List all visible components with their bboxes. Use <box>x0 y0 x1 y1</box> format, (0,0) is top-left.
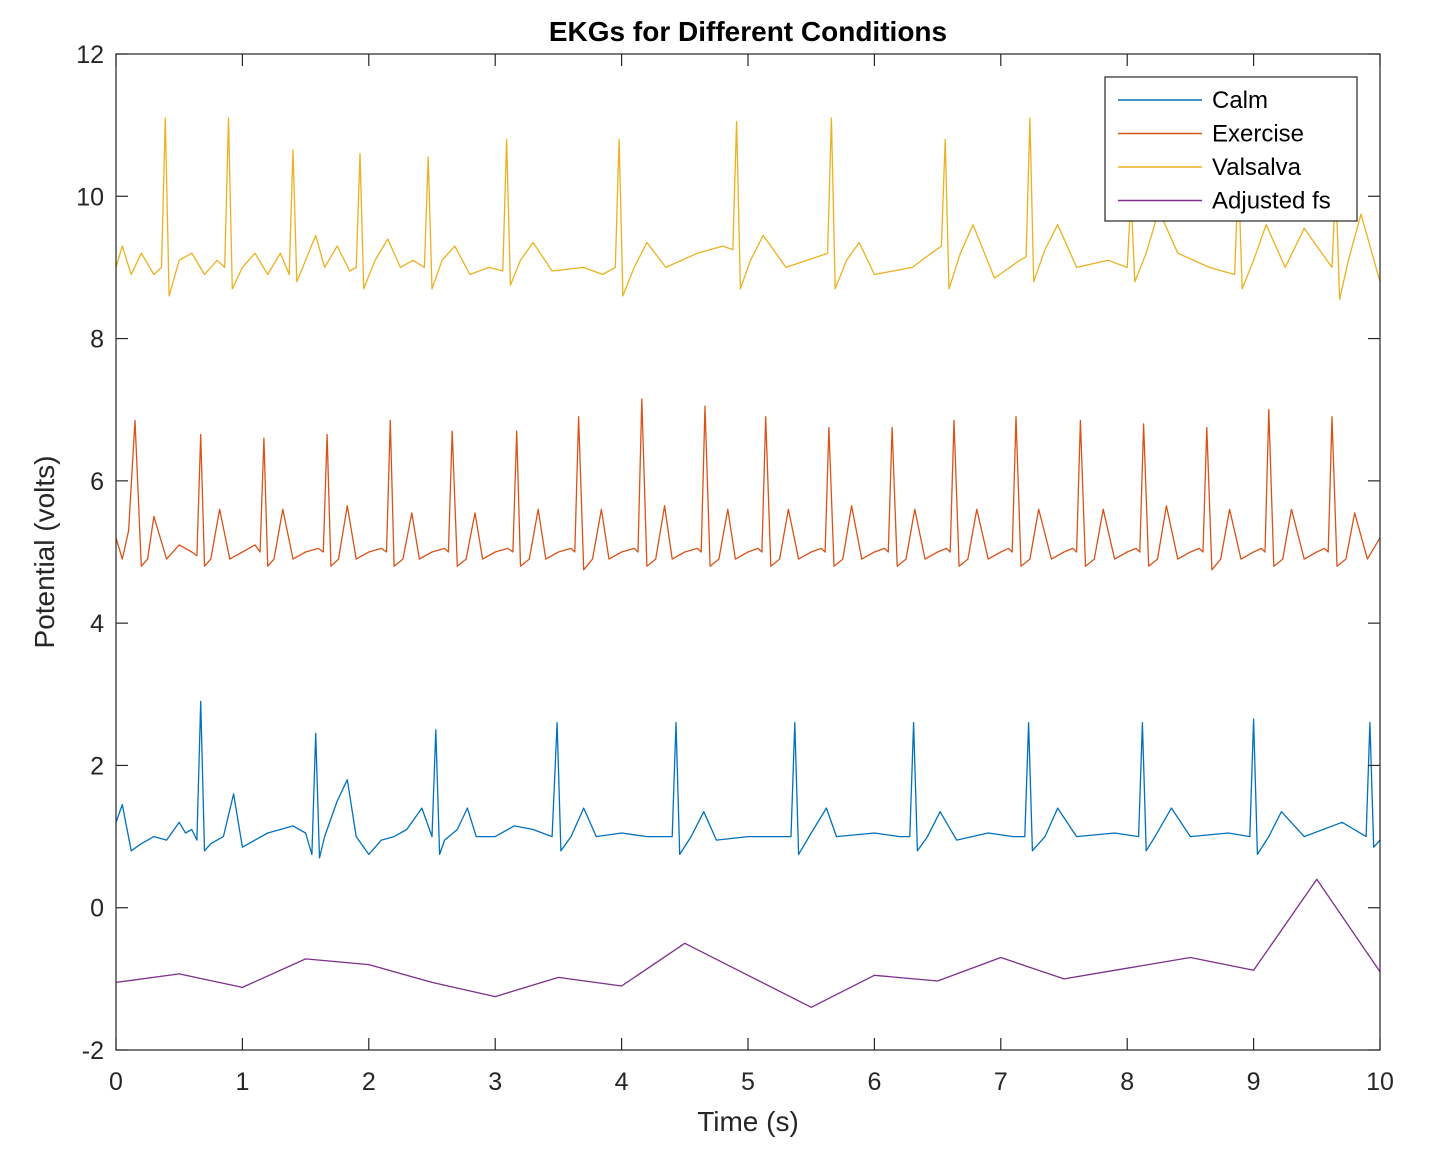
series-layer <box>115 117 1381 1008</box>
x-tick-label: 8 <box>1120 1068 1134 1096</box>
y-tick-label: 10 <box>76 183 104 211</box>
x-tick-label: 3 <box>488 1068 502 1096</box>
x-tick-label: 9 <box>1247 1068 1261 1096</box>
x-tick-label: 7 <box>994 1068 1008 1096</box>
y-tick-label: -2 <box>82 1037 104 1065</box>
series-line-calm <box>115 700 1381 859</box>
x-tick-label: 4 <box>615 1068 629 1096</box>
legend-entry-label: Adjusted fs <box>1212 188 1331 215</box>
y-tick-label: 8 <box>90 326 104 354</box>
x-tick-label: 6 <box>867 1068 881 1096</box>
x-tick-label: 2 <box>362 1068 376 1096</box>
x-axis-label: Time (s) <box>697 1106 799 1137</box>
legend-entry-label: Valsalva <box>1212 154 1302 181</box>
chart-title: EKGs for Different Conditions <box>549 16 947 47</box>
x-tick-label: 0 <box>109 1068 123 1096</box>
legend-entry-label: Calm <box>1212 87 1268 114</box>
y-axis-label: Potential (volts) <box>29 456 60 649</box>
legend-entry-label: Exercise <box>1212 121 1304 148</box>
y-tick-label: 6 <box>90 468 104 496</box>
x-tick-label: 10 <box>1366 1068 1394 1096</box>
x-tick-label: 1 <box>235 1068 249 1096</box>
y-tick-label: 4 <box>90 610 104 638</box>
series-line-adjusted-fs <box>115 878 1381 1008</box>
legend-box <box>1104 76 1358 222</box>
series-line-exercise <box>115 398 1381 571</box>
series-line-valsalva <box>115 117 1381 301</box>
y-tick-label: 2 <box>90 752 104 780</box>
y-tick-label: 0 <box>90 895 104 923</box>
ticks-layer <box>115 53 1381 1051</box>
legend: Calm Exercise Valsalva Adjusted fs <box>1104 76 1358 222</box>
x-tick-label: 5 <box>741 1068 755 1096</box>
y-tick-label: 12 <box>76 41 104 69</box>
